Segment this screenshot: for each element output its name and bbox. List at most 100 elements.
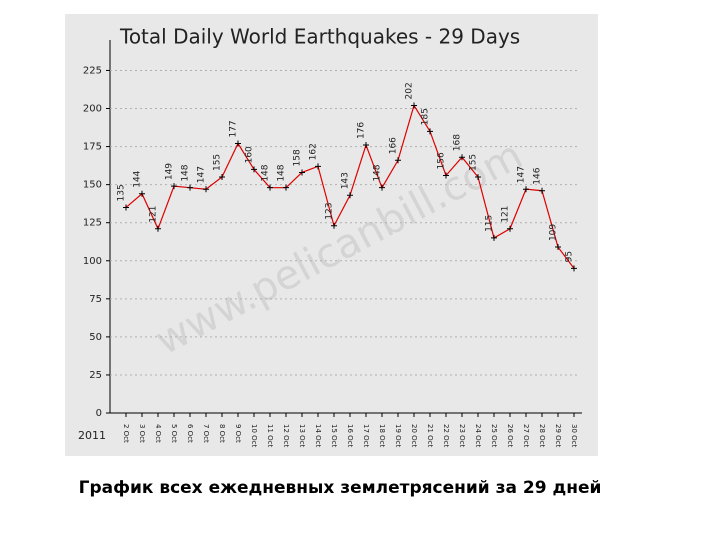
y-tick-label: 225 [83, 65, 102, 76]
point-marker [219, 174, 225, 181]
x-tick-label: 21 Oct [426, 424, 434, 447]
x-tick-label: 22 Oct [442, 424, 450, 447]
point-marker [315, 163, 321, 170]
point-marker [235, 140, 241, 147]
caption: График всех ежедневных землетрясений за … [79, 478, 602, 498]
point-marker [459, 154, 465, 161]
y-tick-label: 25 [89, 370, 102, 381]
data-label: 148 [261, 164, 271, 181]
x-tick-label: 29 Oct [554, 424, 562, 447]
y-tick-label: 0 [96, 408, 102, 419]
x-tick-label: 25 Oct [490, 424, 498, 447]
point-marker [331, 222, 337, 229]
data-label: 185 [421, 108, 431, 125]
x-tick-label: 23 Oct [458, 424, 466, 447]
data-label: 156 [437, 152, 447, 169]
point-marker [491, 234, 497, 241]
x-tick-label: 19 Oct [394, 424, 402, 447]
point-marker [507, 225, 513, 232]
data-label: 121 [149, 206, 159, 223]
y-tick-label: 150 [83, 180, 102, 191]
data-label: 168 [453, 134, 463, 151]
x-tick-label: 9 Oct [234, 424, 242, 443]
x-tick-label: 6 Oct [186, 424, 194, 443]
x-tick-label: 27 Oct [522, 424, 530, 447]
point-marker [347, 192, 353, 199]
x-tick-label: 17 Oct [362, 424, 370, 447]
x-tick-label: 18 Oct [378, 424, 386, 447]
point-marker [523, 186, 529, 193]
data-label: 147 [197, 166, 207, 183]
data-label: 155 [213, 154, 223, 171]
data-label: 148 [277, 164, 287, 181]
point-marker [123, 204, 129, 211]
x-tick-label: 28 Oct [538, 424, 546, 447]
data-label: 160 [245, 146, 255, 163]
x-tick-label: 20 Oct [410, 424, 418, 447]
data-label: 148 [181, 164, 191, 181]
data-label: 144 [133, 170, 143, 187]
x-tick-label: 15 Oct [330, 424, 338, 447]
point-marker [363, 142, 369, 149]
y-tick-label: 75 [89, 294, 102, 305]
data-label: 202 [405, 82, 415, 99]
x-tick-label: 14 Oct [314, 424, 322, 447]
point-marker [299, 169, 305, 176]
point-marker [475, 174, 481, 181]
x-tick-label: 3 Oct [138, 424, 146, 443]
y-tick-label: 100 [83, 256, 102, 267]
data-label: 166 [389, 137, 399, 154]
data-label: 158 [293, 149, 303, 166]
data-label: 149 [165, 163, 175, 180]
data-label: 147 [517, 166, 527, 183]
point-marker [267, 184, 273, 191]
data-label: 135 [117, 184, 127, 201]
y-tick-label: 125 [83, 218, 102, 229]
data-label: 95 [565, 251, 575, 262]
data-label: 176 [357, 122, 367, 139]
data-label: 177 [229, 120, 239, 137]
y-tick-label: 200 [83, 104, 102, 115]
data-label: 162 [309, 143, 319, 160]
point-marker [555, 244, 561, 251]
x-tick-label: 10 Oct [250, 424, 258, 447]
point-marker [571, 265, 577, 272]
data-label: 121 [501, 206, 511, 223]
chart-title: Total Daily World Earthquakes - 29 Days [119, 25, 520, 49]
x-year-label: 2011 [78, 429, 106, 442]
point-marker [395, 157, 401, 164]
x-tick-label: 2 Oct [122, 424, 130, 443]
data-label: 155 [469, 154, 479, 171]
data-label: 146 [533, 167, 543, 184]
point-marker [187, 184, 193, 191]
point-marker [139, 190, 145, 197]
x-tick-label: 13 Oct [298, 424, 306, 447]
data-label: 115 [485, 215, 495, 232]
x-tick-label: 8 Oct [218, 424, 226, 443]
x-tick-label: 26 Oct [506, 424, 514, 447]
x-tick-label: 7 Oct [202, 424, 210, 443]
point-marker [411, 102, 417, 109]
point-marker [155, 225, 161, 232]
x-tick-label: 4 Oct [154, 424, 162, 443]
x-tick-label: 16 Oct [346, 424, 354, 447]
point-marker [251, 166, 257, 173]
point-marker [283, 184, 289, 191]
chart-background [65, 14, 598, 456]
point-marker [203, 186, 209, 193]
data-label: 148 [373, 164, 383, 181]
point-marker [443, 172, 449, 179]
point-marker [539, 187, 545, 194]
point-marker [379, 184, 385, 191]
x-tick-label: 11 Oct [266, 424, 274, 447]
y-tick-label: 175 [83, 142, 102, 153]
y-tick-label: 50 [89, 332, 102, 343]
x-tick-label: 12 Oct [282, 424, 290, 447]
point-marker [427, 128, 433, 135]
data-label: 143 [341, 172, 351, 189]
data-label: 123 [325, 203, 335, 220]
point-marker [171, 183, 177, 190]
x-tick-label: 24 Oct [474, 424, 482, 447]
